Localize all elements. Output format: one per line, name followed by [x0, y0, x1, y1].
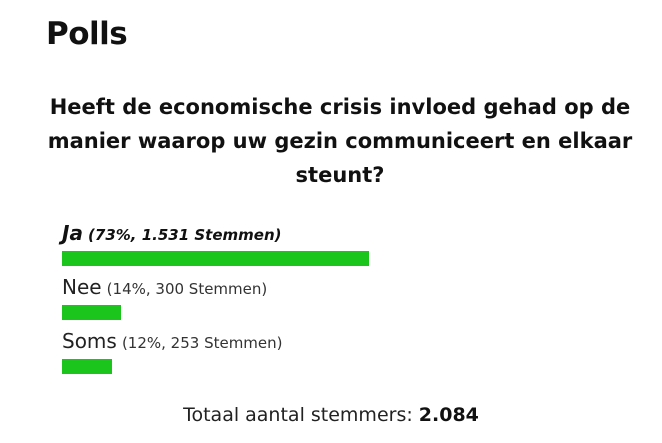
option-vote-count: (73%, 1.531 Stemmen)	[88, 226, 282, 244]
option-bar-fill	[62, 359, 113, 374]
poll-option-nee: Nee (14%, 300 Stemmen)	[62, 272, 502, 320]
poll-results: Ja (73%, 1.531 Stemmen) Nee (14%, 300 St…	[62, 218, 502, 380]
option-label: Soms (12%, 253 Stemmen)	[62, 326, 502, 356]
poll-option-ja: Ja (73%, 1.531 Stemmen)	[62, 218, 502, 266]
option-bar-track	[62, 305, 482, 320]
total-voters-value: 2.084	[418, 404, 479, 426]
option-name: Soms	[62, 329, 117, 353]
poll-question: Heeft de economische crisis invloed geha…	[47, 95, 633, 187]
option-bar-fill	[62, 251, 369, 266]
option-vote-count: (14%, 300 Stemmen)	[106, 280, 268, 298]
option-label: Nee (14%, 300 Stemmen)	[62, 272, 502, 302]
option-name: Nee	[62, 275, 102, 299]
option-bar-track	[62, 251, 482, 266]
option-vote-count: (12%, 253 Stemmen)	[121, 334, 283, 352]
option-bar-track	[62, 359, 482, 374]
total-voters-label: Totaal aantal stemmers:	[183, 404, 413, 426]
option-label: Ja (73%, 1.531 Stemmen)	[62, 218, 502, 248]
widget-title: Polls	[46, 16, 128, 52]
option-name: Ja	[62, 221, 83, 245]
option-bar-fill	[62, 305, 121, 320]
total-voters: Totaal aantal stemmers: 2.084	[0, 398, 662, 432]
poll-option-soms: Soms (12%, 253 Stemmen)	[62, 326, 502, 374]
